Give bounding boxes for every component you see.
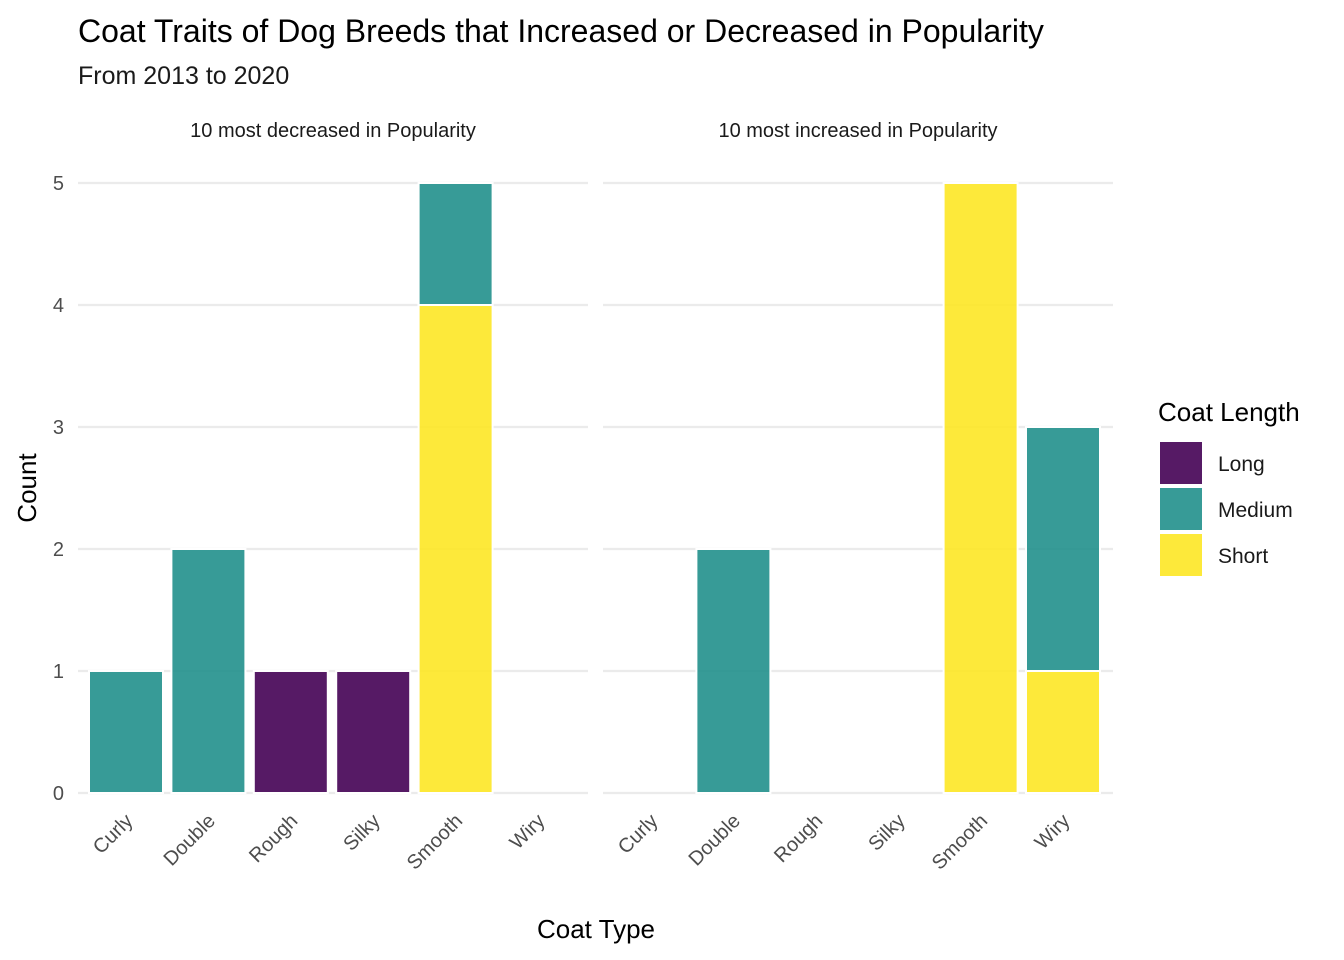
x-tick-label: Silky [864,810,909,855]
legend-key-medium [1160,488,1202,530]
x-tick-label: Smooth [928,810,992,874]
bar-segment-medium [170,548,247,794]
legend-key-long [1160,442,1202,484]
bar-segment-long [335,670,412,794]
facet-panel: 10 most decreased in Popularity Curly Doub… [78,120,588,874]
bar-segment-short [417,304,494,794]
y-tick-label: 3 [53,417,64,439]
bar-segment-short [1025,670,1101,794]
bar-segment-medium [88,670,164,794]
y-tick-label: 0 [53,783,64,805]
facet-panels: 0 1 2 3 4 5 10 most decreased in Popularity Cur… [53,120,1113,874]
facet-panel: 10 most increased in Popularity Curly Doub… [603,120,1113,874]
x-tick-label: Rough [245,810,302,867]
y-tick-label: 5 [53,173,64,195]
x-tick-label: Curly [89,810,138,859]
x-tick-label: Wiry [506,810,550,854]
y-axis-title: Count [12,453,42,523]
legend: Coat Length Long Medium Short [1158,397,1300,576]
y-tick-label: 4 [53,295,64,317]
bar-segment-medium [695,548,772,794]
chart-subtitle: From 2013 to 2020 [78,62,289,90]
legend-title: Coat Length [1158,397,1300,427]
x-tick-label: Double [685,810,745,870]
x-tick-label: Curly [614,810,663,859]
x-tick-label: Silky [339,810,384,855]
x-tick-label: Double [160,810,220,870]
bar-segment-medium [1025,426,1101,672]
facet-strip-label: 10 most increased in Popularity [718,120,997,142]
legend-key-short [1160,534,1202,576]
x-tick-label: Wiry [1031,810,1075,854]
x-axis-title: Coat Type [537,914,655,944]
bar-segment-long [252,670,329,794]
chart-title: Coat Traits of Dog Breeds that Increased… [78,13,1044,49]
x-tick-label: Rough [770,810,827,867]
legend-label: Medium [1218,499,1293,522]
y-tick-label: 2 [53,539,64,561]
legend-label: Long [1218,453,1265,476]
facet-strip-label: 10 most decreased in Popularity [190,120,476,142]
legend-label: Short [1218,545,1268,568]
y-tick-label: 1 [53,661,64,683]
bar-segment-medium [417,182,494,306]
bar-segment-short [942,182,1019,794]
x-tick-label: Smooth [403,810,467,874]
